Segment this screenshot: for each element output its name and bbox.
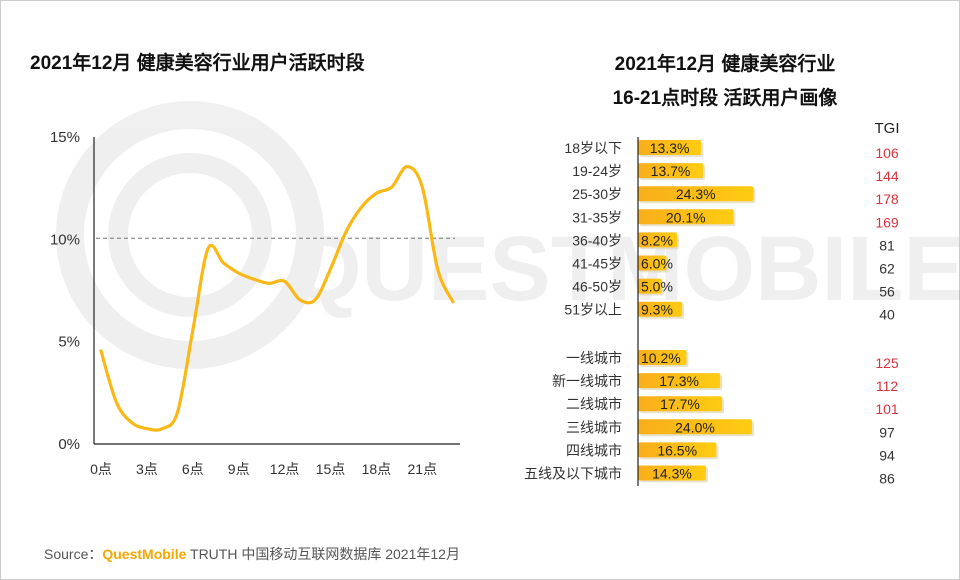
tgi-value: 56: [879, 284, 895, 300]
tgi-value: 86: [879, 471, 895, 487]
category-label: 36-40岁: [572, 232, 622, 248]
bar: [638, 140, 702, 155]
tgi-value: 112: [876, 378, 899, 394]
bar: [638, 301, 683, 317]
category-label: 51岁以上: [564, 302, 622, 318]
category-label: 二线城市: [566, 396, 622, 412]
bar-value-label: 24.3%: [676, 186, 716, 202]
y-tick-label: 15%: [50, 129, 80, 146]
bar-value-label: 10.2%: [641, 350, 681, 366]
tgi-value: 144: [875, 168, 899, 184]
source-note: Source：QuestMobile TRUTH 中国移动互联网数据库 2021…: [44, 544, 460, 564]
category-label: 46-50岁: [572, 279, 622, 295]
bar: [638, 373, 721, 389]
bar-value-label: 20.1%: [666, 209, 706, 225]
bar: [638, 186, 754, 202]
bar-value-label: 9.3%: [641, 302, 673, 318]
bar-value-label: 16.5%: [657, 442, 697, 458]
source-brand: QuestMobile: [102, 546, 187, 562]
y-tick-label: 0%: [58, 436, 80, 453]
x-tick-label: 12点: [270, 461, 300, 477]
bar-chart-title-line-2: 16-21点时段 活跃用户画像: [612, 88, 838, 109]
category-label: 41-45岁: [572, 256, 622, 272]
series-line: [99, 165, 455, 432]
bar: [638, 350, 687, 365]
y-tick-label: 5%: [58, 334, 80, 351]
bar-value-label: 8.2%: [641, 232, 673, 248]
tgi-value: 106: [875, 145, 899, 161]
category-label: 五线及以下城市: [524, 466, 622, 482]
bar: [638, 278, 662, 294]
tgi-value: 94: [879, 447, 895, 463]
bar-chart-title-line-1: 2021年12月 健康美容行业: [614, 54, 836, 75]
category-label: 一线城市: [566, 350, 622, 366]
category-label: 18岁以下: [564, 140, 622, 156]
bar-value-label: 24.0%: [675, 419, 715, 435]
bar-value-label: 17.3%: [659, 373, 699, 389]
tgi-header: TGI: [875, 120, 900, 137]
bar-value-label: 13.7%: [651, 163, 691, 179]
svg-text:QUESTMOBILE: QUESTMOBILE: [290, 218, 960, 320]
bar: [638, 163, 704, 179]
source-label: Source：: [44, 546, 103, 562]
tgi-value: 81: [879, 237, 895, 253]
category-label: 19-24岁: [572, 163, 622, 179]
tgi-value: 62: [879, 261, 895, 277]
bar-value-label: 5.0%: [641, 279, 673, 295]
bar: [638, 442, 717, 458]
bar-value-label: 13.3%: [650, 140, 690, 156]
tgi-value: 40: [879, 307, 895, 323]
bar-chart-title: 2021年12月 健康美容行业 16-21点时段 活跃用户画像: [560, 48, 890, 116]
tgi-value: 97: [879, 424, 895, 440]
bar: [638, 419, 752, 435]
tgi-value: 178: [875, 191, 899, 207]
bar: [638, 255, 667, 271]
line-chart-title: 2021年12月 健康美容行业用户活跃时段: [30, 53, 365, 74]
x-tick-label: 3点: [136, 461, 158, 477]
x-tick-label: 15点: [316, 461, 346, 477]
bar: [638, 396, 723, 412]
tgi-value: 101: [875, 401, 899, 417]
x-tick-label: 6点: [182, 461, 204, 477]
category-label: 三线城市: [566, 419, 622, 435]
bar-value-label: 17.7%: [660, 396, 700, 412]
y-tick-label: 10%: [50, 231, 80, 248]
source-text: TRUTH 中国移动互联网数据库 2021年12月: [186, 546, 460, 562]
x-tick-label: 21点: [408, 461, 438, 477]
x-tick-label: 9点: [228, 461, 250, 477]
category-label: 新一线城市: [552, 373, 622, 389]
category-label: 四线城市: [566, 442, 622, 458]
x-tick-label: 0点: [90, 461, 112, 477]
watermark: QUESTMOBILE: [56, 101, 960, 369]
tgi-value: 169: [875, 214, 899, 230]
bar-value-label: 14.3%: [652, 466, 692, 482]
x-tick-label: 18点: [362, 461, 392, 477]
category-label: 25-30岁: [572, 186, 622, 202]
bar-value-label: 6.0%: [641, 256, 673, 272]
bar: [638, 465, 706, 481]
bar: [638, 232, 677, 248]
tgi-value: 125: [875, 355, 899, 371]
category-label: 31-35岁: [572, 209, 622, 225]
bar: [638, 209, 734, 225]
